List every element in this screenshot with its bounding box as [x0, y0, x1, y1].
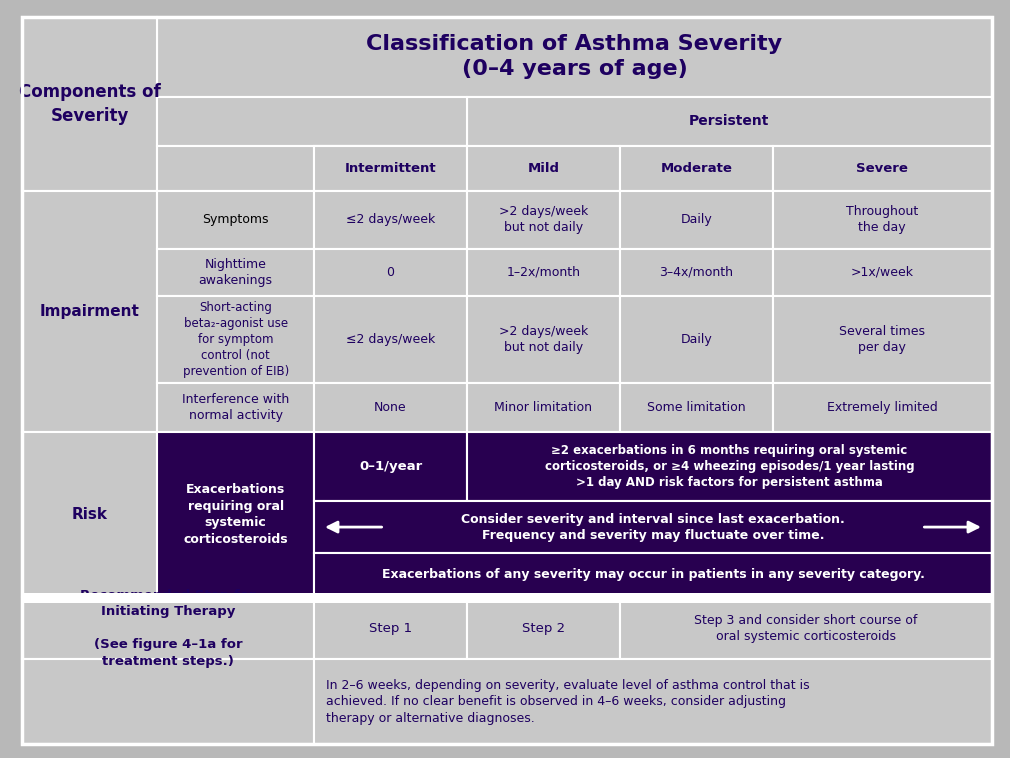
Text: 3–4x/month: 3–4x/month [660, 265, 733, 279]
Bar [22, 432, 158, 597]
Text: 1–2x/month: 1–2x/month [506, 265, 581, 279]
Bar [314, 432, 467, 502]
Bar [773, 383, 992, 432]
Text: Recommended Step for
Initiating Therapy

(See figure 4–1a for
treatment steps.): Recommended Step for Initiating Therapy … [81, 589, 257, 668]
Text: Components of
Severity: Components of Severity [19, 83, 161, 124]
Bar [467, 383, 620, 432]
Bar [22, 659, 314, 744]
Bar [467, 146, 620, 191]
Text: Interference with
normal activity: Interference with normal activity [182, 393, 289, 422]
Bar [158, 191, 314, 249]
Bar [467, 296, 620, 383]
Text: ≤2 days/week: ≤2 days/week [345, 333, 435, 346]
Text: 0: 0 [387, 265, 395, 279]
Bar [158, 97, 467, 146]
Bar [22, 17, 158, 191]
Text: Step 2: Step 2 [522, 622, 565, 635]
Bar [158, 146, 467, 191]
Text: Step 1: Step 1 [369, 622, 412, 635]
Bar [773, 191, 992, 249]
Bar [314, 553, 992, 597]
Bar [22, 191, 158, 432]
Text: ≤2 days/week: ≤2 days/week [345, 213, 435, 227]
Text: Persistent: Persistent [689, 114, 770, 128]
Bar [620, 146, 773, 191]
Text: ≥2 exacerbations in 6 months requiring oral systemic
corticosteroids, or ≥4 whee: ≥2 exacerbations in 6 months requiring o… [544, 444, 914, 489]
Bar [314, 597, 467, 659]
Text: >2 days/week
but not daily: >2 days/week but not daily [499, 324, 588, 354]
Bar [158, 17, 992, 97]
Bar [467, 97, 992, 146]
Text: 0–1/year: 0–1/year [359, 460, 422, 473]
Text: Intermittent: Intermittent [344, 161, 436, 175]
Bar [620, 296, 773, 383]
Text: Symptoms: Symptoms [202, 213, 269, 227]
Text: Daily: Daily [681, 213, 712, 227]
Text: Nighttime
awakenings: Nighttime awakenings [199, 258, 273, 287]
Bar [620, 249, 773, 296]
Text: Minor limitation: Minor limitation [494, 401, 593, 414]
Bar [158, 432, 314, 597]
Text: None: None [374, 401, 407, 414]
Bar [314, 146, 467, 191]
Text: Consider severity and interval since last exacerbation.
Frequency and severity m: Consider severity and interval since las… [462, 512, 845, 541]
Text: Some limitation: Some limitation [647, 401, 745, 414]
Bar [620, 383, 773, 432]
Text: Classification of Asthma Severity
(0–4 years of age): Classification of Asthma Severity (0–4 y… [367, 34, 783, 80]
Text: Step 3 and consider short course of
oral systemic corticosteroids: Step 3 and consider short course of oral… [694, 614, 917, 643]
Text: Mild: Mild [527, 161, 560, 175]
Bar [314, 659, 992, 744]
Text: Daily: Daily [681, 333, 712, 346]
Bar [314, 249, 467, 296]
Text: Exacerbations
requiring oral
systemic
corticosteroids: Exacerbations requiring oral systemic co… [184, 484, 288, 546]
Bar [158, 296, 314, 383]
Bar [467, 432, 992, 502]
Text: In 2–6 weeks, depending on severity, evaluate level of asthma control that is
ac: In 2–6 weeks, depending on severity, eva… [326, 679, 810, 725]
Bar [467, 597, 620, 659]
Bar [773, 249, 992, 296]
Text: Exacerbations of any severity may occur in patients in any severity category.: Exacerbations of any severity may occur … [382, 568, 924, 581]
Bar [158, 383, 314, 432]
Bar [620, 191, 773, 249]
Bar [467, 249, 620, 296]
Text: Short-acting
beta₂-agonist use
for symptom
control (not
prevention of EIB): Short-acting beta₂-agonist use for sympt… [183, 301, 289, 377]
Text: >1x/week: >1x/week [850, 265, 914, 279]
Bar [467, 191, 620, 249]
Text: Moderate: Moderate [661, 161, 732, 175]
Text: Extremely limited: Extremely limited [827, 401, 937, 414]
Bar [22, 593, 992, 603]
Bar [22, 597, 314, 659]
Bar [773, 296, 992, 383]
Bar [158, 249, 314, 296]
Text: Risk: Risk [72, 507, 108, 522]
Bar [314, 383, 467, 432]
Text: Severe: Severe [856, 161, 908, 175]
Bar [314, 191, 467, 249]
Text: Several times
per day: Several times per day [839, 324, 925, 354]
Bar [314, 146, 467, 191]
Bar [314, 296, 467, 383]
Text: Throughout
the day: Throughout the day [846, 205, 918, 234]
Bar [773, 146, 992, 191]
Bar [314, 502, 992, 553]
Bar [620, 597, 992, 659]
Text: >2 days/week
but not daily: >2 days/week but not daily [499, 205, 588, 234]
Text: Impairment: Impairment [39, 304, 139, 319]
